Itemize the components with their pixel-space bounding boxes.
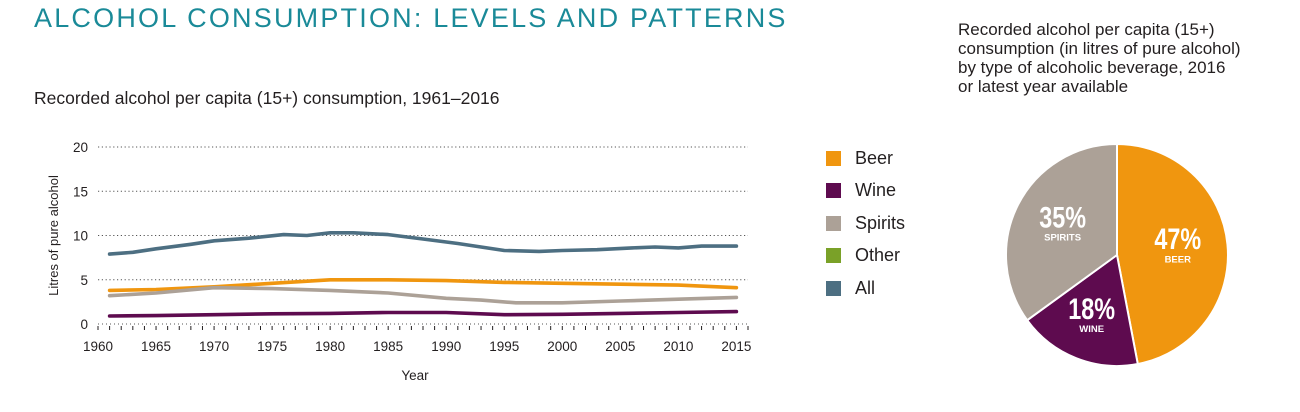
- pie-value-label-spirits: 35%: [1039, 201, 1086, 234]
- y-tick-label: 20: [73, 140, 88, 155]
- line-chart-legend: Beer Wine Spirits Other All: [826, 142, 905, 305]
- pie-value-label-beer: 47%: [1154, 222, 1201, 255]
- legend-swatch-other: [826, 248, 841, 264]
- x-axis-title: Year: [401, 368, 429, 383]
- pie-category-label-wine: WINE: [1079, 324, 1104, 335]
- legend-label-beer: Beer: [855, 147, 894, 168]
- legend-label-other: Other: [855, 245, 901, 266]
- line-chart-title: Recorded alcohol per capita (15+) consum…: [34, 88, 500, 108]
- legend-label-spirits: Spirits: [855, 212, 906, 233]
- legend-item-wine[interactable]: Wine: [826, 175, 905, 208]
- legend-item-beer[interactable]: Beer: [826, 142, 905, 175]
- legend-item-spirits[interactable]: Spirits: [826, 207, 905, 240]
- pie-category-label-beer: BEER: [1165, 254, 1192, 265]
- pie-slice-spirits: [1005, 142, 1118, 322]
- y-tick-label: 5: [80, 273, 88, 288]
- x-tick-label: 2000: [547, 339, 577, 354]
- series-line-all: [107, 231, 739, 256]
- legend-label-wine: Wine: [855, 180, 897, 201]
- series-line-wine: [107, 309, 739, 318]
- legend-swatch-all: [826, 280, 841, 296]
- pie-category-label-spirits: SPIRITS: [1044, 232, 1081, 243]
- legend-swatch-spirits: [826, 215, 841, 231]
- series-line-spirits: [107, 285, 739, 305]
- pie-slice-beer: [1116, 142, 1229, 366]
- legend-item-all[interactable]: All: [826, 272, 905, 305]
- pie-title-line-2: consumption (in litres of pure alcohol): [958, 39, 1241, 58]
- line-chart: 0 5 10 15 20 1960 1965 1970 1975 1980 1985 1990 1995…: [46, 140, 751, 383]
- legend-swatch-beer: [826, 150, 841, 166]
- x-tick-label: 1975: [257, 339, 287, 354]
- legend-label-all: All: [855, 277, 876, 298]
- x-tick-label: 2015: [721, 339, 751, 354]
- pie-slice-wine: [1025, 253, 1139, 367]
- y-tick-label: 10: [73, 229, 88, 244]
- legend-item-other[interactable]: Other: [826, 240, 905, 273]
- x-tick-label: 1985: [373, 339, 403, 354]
- x-tick-label: 1980: [315, 339, 345, 354]
- pie-value-label-wine: 18%: [1068, 292, 1115, 325]
- x-tick-label: 2010: [663, 339, 693, 354]
- y-tick-label: 0: [80, 317, 88, 332]
- x-tick-label: 1970: [199, 339, 229, 354]
- pie-title-line-1: Recorded alcohol per capita (15+): [958, 20, 1215, 39]
- x-tick-label: 2005: [605, 339, 635, 354]
- x-tick-label: 1990: [431, 339, 461, 354]
- pie-title-line-3: by type of alcoholic beverage, 2016: [958, 58, 1226, 77]
- legend-swatch-wine: [826, 183, 841, 199]
- y-tick-label: 15: [73, 184, 88, 199]
- pie-chart: 47%BEER 18%WINE 35%SPIRITS: [1005, 142, 1229, 367]
- y-axis-title: Litres of pure alcohol: [46, 175, 61, 296]
- x-tick-label: 1960: [83, 339, 113, 354]
- pie-title-line-4: or latest year available: [958, 77, 1129, 96]
- pie-chart-title: Recorded alcohol per capita (15+) consum…: [958, 20, 1288, 96]
- x-tick-label: 1995: [489, 339, 519, 354]
- page-title: ALCOHOL CONSUMPTION: LEVELS AND PATTERNS: [34, 3, 788, 33]
- x-tick-label: 1965: [141, 339, 171, 354]
